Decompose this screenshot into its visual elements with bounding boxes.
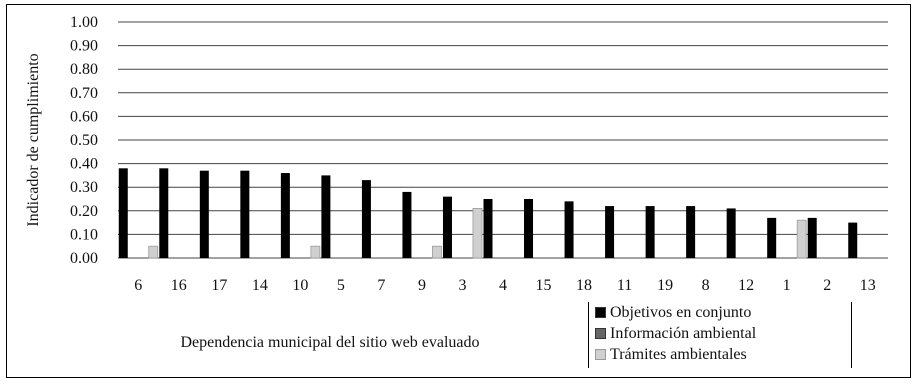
legend-item-objetivos: Objetivos en conjunto [595, 302, 851, 323]
legend-swatch-informacion [595, 328, 606, 339]
bar-tramites-1 [796, 219, 807, 259]
x-tick-labels: 6 16 17 14 10 5 7 9 3 4 15 18 11 19 8 12 1 2 13 [134, 277, 875, 294]
y-tick-label: 0.90 [70, 38, 98, 55]
x-tick-label: 14 [252, 277, 268, 294]
legend-swatch-tramites [595, 349, 606, 360]
legend-label-tramites: Trámites ambientales [610, 345, 747, 363]
x-tick-label: 16 [171, 277, 187, 294]
y-tick-labels: 0.00 0.10 0.20 0.30 0.40 0.50 0.60 0.70 0.80 0.90… [70, 14, 98, 267]
bar-objetivos-18 [564, 201, 574, 258]
x-tick-label: 1 [783, 277, 791, 294]
legend-label-informacion: Información ambiental [610, 324, 757, 342]
bar-objetivos-11 [605, 206, 615, 258]
legend-label-objetivos: Objetivos en conjunto [610, 303, 752, 321]
x-tick-label: 12 [738, 277, 754, 294]
legend: Objetivos en conjunto Información ambien… [588, 302, 852, 368]
bar-objetivos-9 [402, 191, 412, 258]
x-tick-label: 18 [576, 277, 592, 294]
legend-item-tramites: Trámites ambientales [595, 344, 851, 365]
bar-tramites-10 [310, 245, 321, 259]
y-tick-label: 0.80 [70, 61, 98, 78]
y-tick-label: 1.00 [70, 14, 98, 31]
bar-objetivos-5 [321, 175, 331, 258]
x-tick-label: 8 [702, 277, 710, 294]
bar-objetivos-4 [483, 199, 493, 258]
chart-frame [6, 4, 911, 378]
bar-objetivos-7 [361, 180, 371, 258]
bar-objetivos-8 [686, 206, 696, 258]
x-tick-label: 3 [458, 277, 466, 294]
bar-tramites-9 [432, 245, 442, 259]
x-tick-label: 10 [292, 277, 308, 294]
x-tick-label: 4 [499, 277, 507, 294]
x-axis-label: Dependencia municipal del sitio web eval… [180, 334, 480, 351]
x-tick-label: 13 [860, 277, 876, 294]
bar-tramites-3 [472, 208, 483, 259]
y-axis-label: Indicador de cumplimiento [25, 53, 42, 226]
bar-objetivos-6 [118, 168, 128, 258]
bar-objetivos-15 [524, 199, 534, 258]
x-tick-label: 2 [823, 277, 831, 294]
y-tick-label: 0.60 [70, 108, 98, 125]
bar-objetivos-2 [807, 217, 817, 258]
x-tick-label: 5 [337, 277, 345, 294]
y-tick-label: 0.20 [70, 203, 98, 220]
x-tick-label: 6 [134, 277, 142, 294]
y-tick-label: 0.30 [70, 179, 98, 196]
bar-objetivos-12 [726, 208, 736, 258]
y-tick-label: 0.00 [70, 250, 98, 267]
y-tick-label: 0.40 [70, 156, 98, 173]
bars [118, 168, 858, 259]
bar-objetivos-10 [280, 173, 290, 258]
bar-objetivos-13 [848, 222, 858, 258]
bar-objetivos-16 [159, 168, 169, 258]
x-tick-label: 9 [418, 277, 426, 294]
y-tick-label: 0.70 [70, 85, 98, 102]
legend-item-informacion: Información ambiental [595, 323, 851, 344]
y-tick-label: 0.10 [70, 226, 98, 243]
x-tick-label: 11 [617, 277, 632, 294]
bar-objetivos-14 [240, 170, 250, 258]
x-tick-label: 15 [536, 277, 552, 294]
x-tick-label: 17 [211, 277, 227, 294]
bar-tramites-6 [148, 245, 159, 259]
x-tick-label: 7 [377, 277, 385, 294]
y-tick-label: 0.50 [70, 132, 98, 149]
x-tick-label: 19 [657, 277, 673, 294]
bar-objetivos-1 [767, 217, 777, 258]
bar-objetivos-19 [645, 206, 655, 258]
bar-objetivos-3 [442, 196, 452, 258]
bar-objetivos-17 [199, 170, 209, 258]
legend-swatch-objetivos [595, 307, 606, 318]
